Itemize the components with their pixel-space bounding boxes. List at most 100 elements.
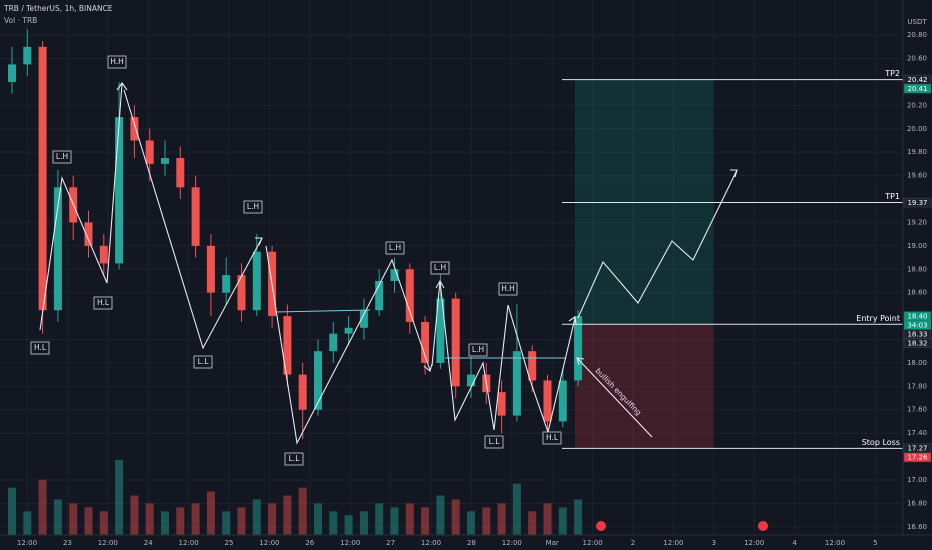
y-tick-label: 17.80	[907, 382, 927, 390]
volume-bar	[528, 511, 537, 535]
volume-bar	[574, 499, 583, 535]
candle-body	[283, 316, 292, 375]
volume-bar	[558, 507, 567, 535]
volume-bar	[405, 503, 414, 535]
volume-bar	[53, 499, 62, 535]
y-tick-label: 20.60	[907, 55, 927, 63]
candle-body	[574, 316, 583, 381]
volume-bar	[375, 503, 384, 535]
y-tick-label: 18.80	[907, 265, 927, 273]
candle-body	[329, 333, 338, 352]
volume-bar	[84, 507, 93, 535]
annotation: L.H	[56, 152, 68, 161]
volume-bar	[252, 499, 261, 535]
volume-bar	[283, 495, 292, 535]
arrow	[576, 357, 653, 438]
candle-body	[467, 374, 475, 387]
loss-zone	[575, 324, 713, 449]
volume-bar	[8, 487, 16, 535]
countdown: 34:03	[907, 321, 927, 329]
x-tick-label: 12:00	[17, 539, 37, 547]
annotations: H.L L.H H.H H.L L.L L.H L.L L.H L.H H.H …	[30, 55, 562, 466]
candle-body	[543, 380, 552, 422]
price-tag	[903, 452, 932, 463]
volume-bar	[543, 503, 552, 535]
volume-bar	[23, 511, 32, 535]
candle-body	[421, 321, 430, 363]
level-label: TP1	[884, 192, 900, 201]
candle-body	[99, 245, 108, 264]
event-icons	[596, 521, 768, 531]
chart-title: TRB / TetherUS, 1h, BINANCE	[3, 4, 113, 13]
price-tag	[903, 197, 932, 208]
volume-bar	[421, 507, 430, 535]
price-tag-label: 20.41	[907, 85, 927, 93]
y-tick-label: 17.60	[907, 406, 927, 414]
x-tick-label: 27	[386, 539, 395, 547]
y-tick-label: 19.80	[907, 148, 927, 156]
candle-body	[436, 298, 445, 363]
y-tick-label: 20.80	[907, 31, 927, 39]
y-tick-label: 17.40	[907, 429, 927, 437]
volume-bar	[344, 515, 353, 535]
x-tick-label: 12:00	[421, 539, 441, 547]
volume-bar	[206, 491, 215, 535]
y-tick-label: 16.80	[907, 499, 927, 507]
x-tick-label: Mar	[546, 539, 559, 547]
y-tick-label: 19.60	[907, 172, 927, 180]
level-label: Entry Point	[856, 314, 900, 323]
annotation: H.H	[501, 284, 515, 293]
volume-bar	[237, 507, 246, 535]
candle-body	[53, 187, 62, 311]
annotation: H.L	[546, 433, 559, 442]
volume-bar	[512, 483, 521, 535]
price-tag-label: 17.27	[907, 445, 927, 453]
annotation: L.L	[289, 454, 301, 463]
price-tag	[903, 338, 932, 348]
zigzag	[265, 245, 431, 445]
candle-body	[314, 351, 322, 410]
volume-bar	[99, 511, 108, 535]
countdown-tag	[904, 320, 931, 330]
volume-bar	[482, 507, 491, 535]
axis-unit: USDT	[907, 18, 927, 26]
y-tick-label: 16.60	[907, 523, 927, 531]
volume-bar	[115, 460, 124, 535]
volume-bar	[329, 511, 338, 535]
candle-body	[145, 140, 154, 164]
candle-body	[84, 222, 93, 246]
level-label: Stop Loss	[862, 438, 900, 447]
x-tick-label: 24	[144, 539, 153, 547]
profit-zone	[575, 79, 713, 325]
level-label: TP2	[884, 69, 900, 78]
annotation: L.H	[247, 202, 259, 211]
candle-body	[176, 158, 185, 188]
candle-body	[497, 392, 506, 416]
volume-bar	[390, 507, 399, 535]
price-tag-label: 18.40	[907, 312, 927, 320]
candle-body	[191, 187, 200, 246]
volume-bar	[314, 503, 322, 535]
volume-bar	[191, 503, 200, 535]
zigzag	[431, 280, 576, 434]
volume-bar	[69, 503, 78, 535]
candle-body	[252, 251, 261, 311]
volume-bar	[298, 487, 307, 535]
y-tick-label: 18.00	[907, 359, 927, 367]
candle-body	[359, 310, 368, 328]
x-tick-label: 12:00	[179, 539, 199, 547]
volume-bar	[467, 511, 475, 535]
candle-body	[161, 158, 169, 164]
x-tick-label: 4	[792, 539, 797, 547]
volume-bar	[436, 495, 445, 535]
candle-body	[375, 280, 384, 311]
annotation: L.L	[489, 437, 501, 446]
levels: TP2 TP1 Entry Point Stop Loss	[562, 69, 903, 449]
x-tick-label: 23	[63, 539, 72, 547]
volume-bar	[161, 511, 169, 535]
candle-body	[405, 269, 414, 322]
event-icon	[758, 521, 768, 531]
annotation: H.L	[34, 343, 47, 352]
volume-bar	[451, 499, 460, 535]
